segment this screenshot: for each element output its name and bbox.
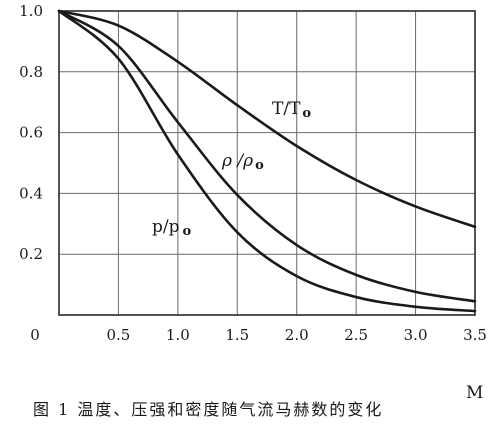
x-tick-label: 0 bbox=[30, 326, 40, 344]
figure-caption: 图 1 温度、压强和密度随气流马赫数的变化 bbox=[33, 400, 383, 419]
x-tick-labels: 0 0.5 1.0 1.5 2.0 2.5 3.0 3.5 bbox=[30, 326, 487, 344]
y-tick-label: 0.2 bbox=[19, 245, 43, 263]
curve-rho-rhoo bbox=[57, 9, 477, 303]
label-p-po: p/p o bbox=[152, 217, 192, 239]
x-tick-label: 3.0 bbox=[404, 326, 428, 344]
x-tick-label: 2.5 bbox=[344, 326, 368, 344]
y-tick-label: 0.6 bbox=[19, 124, 43, 142]
curve-t-to bbox=[57, 9, 477, 229]
curves bbox=[57, 9, 477, 313]
label-t-to: T/T o bbox=[272, 99, 311, 121]
x-tick-label: 2.0 bbox=[285, 326, 309, 344]
x-tick-label: 1.5 bbox=[225, 326, 249, 344]
grid bbox=[59, 11, 475, 315]
plot-frame bbox=[58, 10, 476, 316]
y-tick-labels: 0.2 0.4 0.6 0.8 1.0 bbox=[19, 2, 43, 263]
y-tick-label: 1.0 bbox=[19, 2, 43, 20]
curve-p-po bbox=[57, 9, 477, 313]
label-rho-rhoo: ρ /ρ o bbox=[221, 151, 264, 173]
x-axis-label: M bbox=[466, 383, 483, 403]
x-tick-label: 0.5 bbox=[106, 326, 130, 344]
y-tick-label: 0.8 bbox=[19, 63, 43, 81]
x-tick-label: 1.0 bbox=[166, 326, 190, 344]
y-tick-label: 0.4 bbox=[19, 184, 43, 202]
x-tick-label: 3.5 bbox=[463, 326, 487, 344]
